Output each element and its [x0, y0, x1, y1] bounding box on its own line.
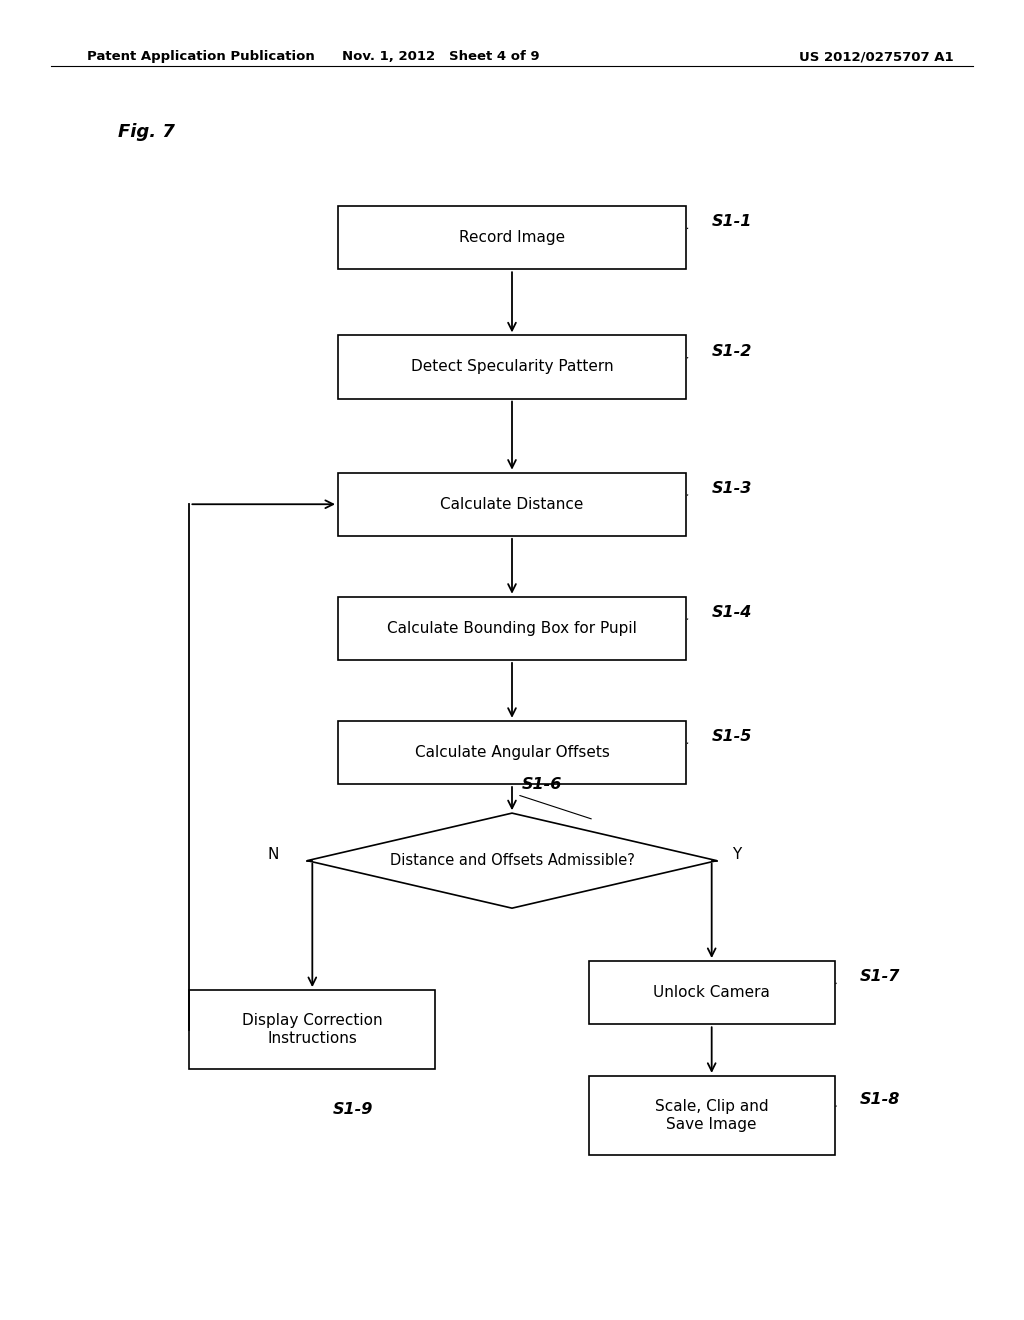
Text: S1-7: S1-7 — [860, 969, 900, 985]
FancyBboxPatch shape — [338, 473, 686, 536]
Text: Patent Application Publication: Patent Application Publication — [87, 50, 314, 63]
Text: S1-1: S1-1 — [712, 214, 752, 230]
FancyBboxPatch shape — [589, 961, 835, 1024]
Text: Calculate Angular Offsets: Calculate Angular Offsets — [415, 744, 609, 760]
Text: S1-4: S1-4 — [712, 605, 752, 620]
Text: Calculate Distance: Calculate Distance — [440, 496, 584, 512]
Text: S1-6: S1-6 — [522, 776, 562, 792]
FancyBboxPatch shape — [338, 721, 686, 784]
Text: S1-9: S1-9 — [333, 1102, 373, 1117]
Text: Y: Y — [732, 846, 741, 862]
FancyBboxPatch shape — [189, 990, 435, 1069]
FancyBboxPatch shape — [338, 335, 686, 399]
FancyBboxPatch shape — [589, 1076, 835, 1155]
Polygon shape — [307, 813, 717, 908]
Text: US 2012/0275707 A1: US 2012/0275707 A1 — [799, 50, 953, 63]
Text: S1-5: S1-5 — [712, 729, 752, 744]
Text: Display Correction
Instructions: Display Correction Instructions — [242, 1014, 383, 1045]
FancyBboxPatch shape — [338, 206, 686, 269]
Text: N: N — [267, 846, 279, 862]
Text: Nov. 1, 2012   Sheet 4 of 9: Nov. 1, 2012 Sheet 4 of 9 — [342, 50, 539, 63]
Text: S1-3: S1-3 — [712, 480, 752, 496]
Text: S1-8: S1-8 — [860, 1092, 900, 1107]
Text: Fig. 7: Fig. 7 — [118, 123, 175, 141]
Text: Detect Specularity Pattern: Detect Specularity Pattern — [411, 359, 613, 375]
Text: Record Image: Record Image — [459, 230, 565, 246]
FancyBboxPatch shape — [338, 597, 686, 660]
Text: S1-2: S1-2 — [712, 343, 752, 359]
Text: Scale, Clip and
Save Image: Scale, Clip and Save Image — [655, 1100, 768, 1131]
Text: Distance and Offsets Admissible?: Distance and Offsets Admissible? — [389, 853, 635, 869]
Text: Calculate Bounding Box for Pupil: Calculate Bounding Box for Pupil — [387, 620, 637, 636]
Text: Unlock Camera: Unlock Camera — [653, 985, 770, 1001]
